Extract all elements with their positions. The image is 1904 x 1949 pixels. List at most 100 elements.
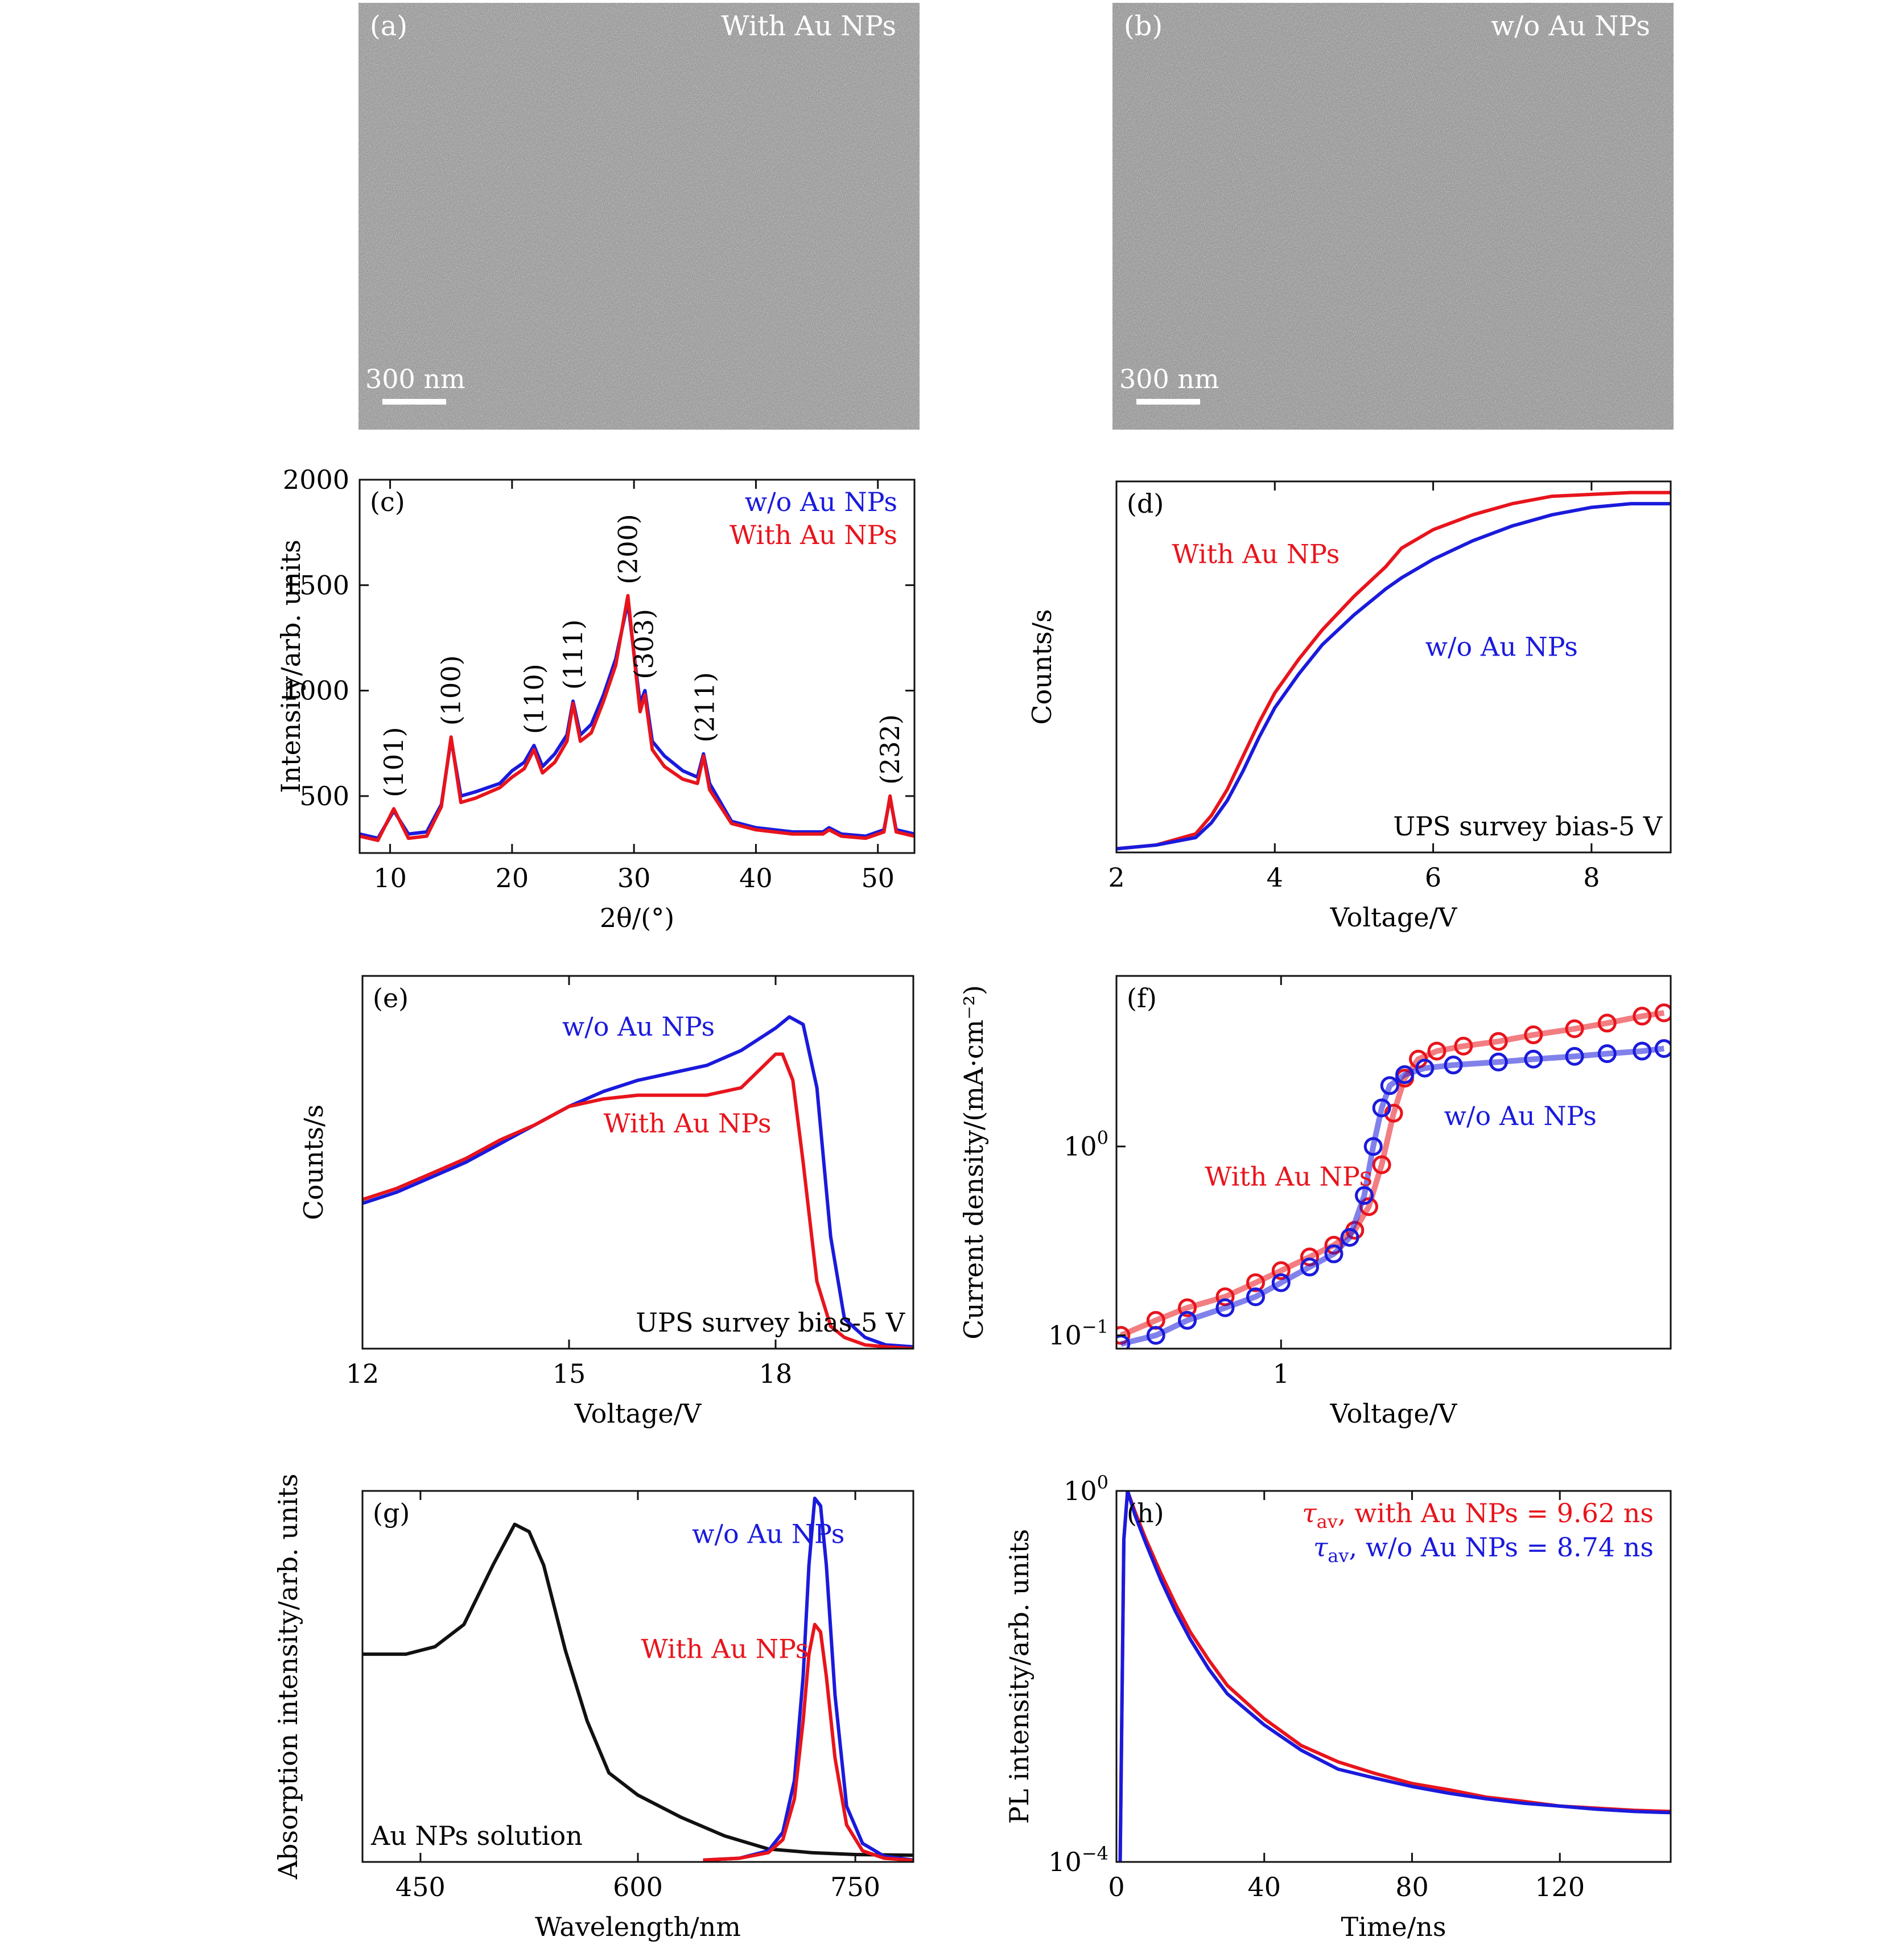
x-tick-label: 18	[759, 1358, 793, 1389]
x-axis-label: Time/ns	[1341, 1911, 1446, 1942]
panel-c-axes-frame	[358, 479, 916, 854]
series-with-au-nps-line	[1116, 491, 1671, 851]
data-point	[1246, 1273, 1265, 1292]
panel-d-letter: (d)	[1127, 488, 1164, 519]
panel-c-series	[360, 594, 914, 842]
series-w-o-au-nps-line	[362, 1015, 913, 1349]
panel-d-chart: 2 4 6 8 Voltage/V Counts/s (d) UPS survey bias-…	[1027, 480, 1672, 933]
y-tick-label: 1000	[283, 675, 349, 706]
series-label: w/o Au NPs	[1425, 631, 1578, 662]
legend-entry: τav, with Au NPs = 9.62 ns	[1302, 1498, 1654, 1532]
legend-entry: τav, w/o Au NPs = 8.74 ns	[1313, 1532, 1654, 1567]
y-axis-label: Current density/(mA·cm⁻²)	[958, 985, 989, 1340]
panel-f-axes-frame	[1115, 975, 1672, 1350]
x-tick-label: 6	[1425, 862, 1441, 893]
series-label: w/o Au NPs	[1444, 1101, 1597, 1131]
series-with-au-nps-line	[360, 594, 914, 842]
x-tick-label: 8	[1583, 862, 1600, 893]
series-label: w/o Au NPs	[692, 1518, 844, 1549]
panel-c-letter: (c)	[370, 487, 405, 517]
series-with-au-nps-line	[362, 1052, 913, 1349]
panel-e-letter: (e)	[373, 983, 409, 1013]
peak-label: (232)	[875, 714, 905, 785]
y-tick-label: 500	[299, 781, 349, 811]
data-point	[1271, 1273, 1291, 1292]
panel-d-annotation: UPS survey bias-5 V	[1393, 811, 1663, 842]
x-tick-label: 1	[1273, 1358, 1289, 1389]
x-tick-label: 0	[1108, 1872, 1124, 1902]
panel-c-chart: 10 20 30 40 50 500 1000 1500 2000 2θ/(°) Intensity…	[275, 464, 916, 933]
y-tick-label: 100	[1064, 1127, 1108, 1162]
x-tick-label: 450	[395, 1872, 446, 1902]
x-axis-label: Voltage/V	[1330, 1398, 1457, 1429]
peak-label: (200)	[612, 514, 643, 584]
panel-h-chart: 0 40 80 120 10−4 100 Time/ns PL intensity/arb. …	[1004, 1472, 1672, 1942]
series-au-nps-solution-line	[362, 1522, 913, 1857]
x-tick-label: 40	[739, 863, 773, 893]
panel-a-letter: (a)	[370, 10, 407, 42]
x-tick-label: 750	[830, 1872, 880, 1902]
sem-image-b-texture	[1112, 3, 1674, 430]
panel-e-annotation: UPS survey bias-5 V	[636, 1307, 905, 1338]
x-tick-label: 4	[1267, 862, 1283, 893]
peak-label: (303)	[628, 609, 659, 679]
panel-h-axes-frame	[1115, 1490, 1672, 1863]
panel-f-letter: (f)	[1127, 983, 1157, 1013]
panel-g-series	[362, 1497, 913, 1862]
y-tick-label: 100	[1064, 1472, 1108, 1506]
panel-e-series	[362, 1015, 913, 1349]
legend-entry: w/o Au NPs	[745, 487, 897, 517]
panel-g-letter: (g)	[373, 1498, 410, 1528]
sem-image-a-texture	[358, 3, 920, 430]
x-tick-label: 40	[1247, 1872, 1281, 1902]
series-with-au-nps-line	[703, 1622, 913, 1862]
x-tick-label: 50	[861, 863, 895, 893]
series-w-o-au-nps-line	[703, 1497, 913, 1862]
peak-label: (101)	[378, 727, 409, 797]
peak-label: (100)	[436, 655, 467, 726]
x-tick-label: 80	[1395, 1872, 1429, 1902]
x-tick-label: 120	[1535, 1872, 1585, 1902]
data-point	[1324, 1244, 1343, 1263]
data-point	[1271, 1261, 1291, 1280]
data-point	[1300, 1258, 1320, 1277]
y-tick-label: 10−4	[1048, 1843, 1108, 1877]
series-label: With Au NPs	[1205, 1161, 1373, 1192]
x-axis-label: Voltage/V	[1330, 902, 1457, 933]
series-w-o-au-nps-line	[1116, 502, 1671, 851]
y-axis-label: Counts/s	[1027, 609, 1057, 724]
y-axis-label: PL intensity/arb. units	[1004, 1529, 1035, 1824]
x-tick-label: 15	[553, 1358, 586, 1389]
panel-g-chart: 450 600 750 Wavelength/nm Absorption intensi…	[273, 1474, 914, 1942]
x-axis-label: Wavelength/nm	[535, 1911, 741, 1942]
legend-entry: With Au NPs	[730, 520, 897, 550]
peak-label: (110)	[518, 664, 549, 734]
y-tick-label: 10−1	[1048, 1316, 1108, 1351]
panel-b-caption: w/o Au NPs	[1491, 10, 1650, 42]
x-tick-label: 30	[617, 863, 651, 893]
panel-a-sem-image: (a) With Au NPs 300 nm	[358, 3, 920, 430]
series-w-o-au-nps-line	[1118, 1491, 1671, 1862]
y-tick-label: 1500	[283, 570, 349, 600]
x-tick-label: 10	[373, 863, 407, 893]
x-axis-label: 2θ/(°)	[600, 903, 674, 933]
panel-a-scalebar-label: 300 nm	[365, 364, 465, 394]
panel-f-series	[1116, 1003, 1671, 1349]
x-axis-label: Voltage/V	[574, 1398, 702, 1429]
y-axis-label: Counts/s	[298, 1105, 329, 1220]
peak-label: (111)	[558, 619, 588, 690]
y-tick-label: 2000	[283, 464, 349, 495]
panel-b-scalebar	[1136, 399, 1200, 405]
panel-d-axes-frame	[1115, 480, 1672, 854]
panel-g-annotation: Au NPs solution	[370, 1820, 583, 1851]
panel-b-scalebar-label: 300 nm	[1119, 364, 1219, 394]
series-label: w/o Au NPs	[562, 1011, 715, 1042]
series-label: With Au NPs	[641, 1633, 809, 1664]
panel-d-series	[1116, 491, 1671, 851]
panel-h-letter: (h)	[1127, 1498, 1164, 1528]
x-tick-label: 12	[346, 1358, 380, 1389]
series-label: With Au NPs	[1172, 538, 1340, 569]
x-tick-label: 600	[613, 1872, 663, 1902]
series-label: With Au NPs	[604, 1108, 772, 1139]
